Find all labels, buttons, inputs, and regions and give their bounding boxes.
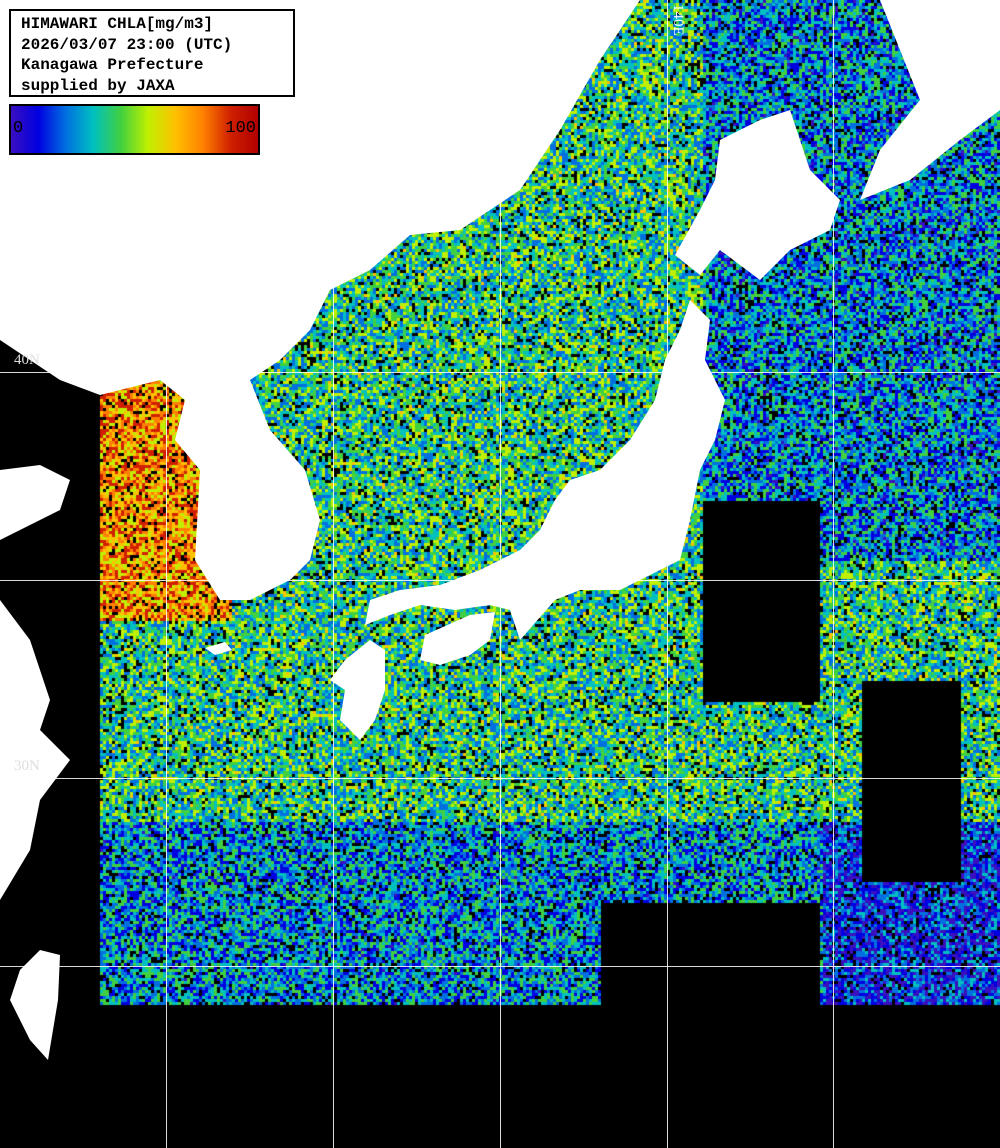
shikoku [420,612,495,665]
parallel-line-30n [0,778,1000,779]
meridian-line [333,0,334,1148]
meridian-line [500,0,501,1148]
china-coast-1 [0,465,70,540]
latitude-label-40n: 40N [14,352,40,368]
meridian-line [166,0,167,1148]
parallel-line [0,966,1000,967]
china-coast-2 [0,600,70,900]
kyushu [330,640,385,740]
jeju-island [205,642,232,655]
sakhalin-and-north [860,0,1000,200]
credit-line: supplied by JAXA [21,76,175,95]
parallel-line [0,580,1000,581]
provider-line: Kanagawa Prefecture [21,56,204,74]
ulleung-area [400,125,430,165]
latitude-label-30n: 30N [14,758,40,774]
parallel-line-40n [0,372,1000,373]
colorbar-max-label: 100 [225,119,256,138]
taiwan [10,950,60,1060]
colorbar-legend: 0 100 [9,104,260,155]
hokkaido [675,110,840,280]
meridian-line-140e [667,0,668,1148]
product-title: HIMAWARI CHLA[mg/m3] [21,15,214,33]
longitude-label-140e: 140E [670,4,686,36]
timestamp: 2026/03/07 23:00 (UTC) [21,35,233,54]
meridian-line [833,0,834,1148]
colorbar-min-label: 0 [13,119,24,138]
honshu [365,300,725,640]
title-box: HIMAWARI CHLA[mg/m3] 2026/03/07 23:00 (U… [9,9,295,97]
